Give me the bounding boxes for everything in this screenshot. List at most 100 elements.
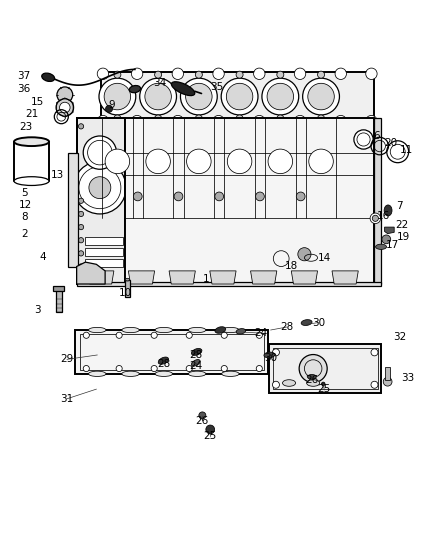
Circle shape xyxy=(296,192,305,201)
Circle shape xyxy=(174,192,183,201)
Bar xyxy=(85,259,123,266)
Ellipse shape xyxy=(188,327,206,333)
Circle shape xyxy=(60,102,70,113)
Text: 28: 28 xyxy=(157,359,170,369)
Circle shape xyxy=(371,381,378,388)
Circle shape xyxy=(318,71,325,78)
Text: 25: 25 xyxy=(204,431,217,441)
Text: 28: 28 xyxy=(281,322,294,332)
Ellipse shape xyxy=(236,329,246,334)
Ellipse shape xyxy=(129,85,141,93)
Ellipse shape xyxy=(215,327,226,333)
Text: 26: 26 xyxy=(305,375,318,385)
Bar xyxy=(85,237,123,245)
Bar xyxy=(53,286,64,290)
Circle shape xyxy=(155,115,162,122)
Ellipse shape xyxy=(384,205,392,216)
Circle shape xyxy=(213,68,224,79)
Bar xyxy=(75,330,268,374)
Circle shape xyxy=(294,115,306,127)
Polygon shape xyxy=(101,71,374,122)
Circle shape xyxy=(318,115,325,122)
Circle shape xyxy=(151,332,157,338)
Polygon shape xyxy=(77,262,105,284)
Text: 5: 5 xyxy=(21,188,28,198)
Ellipse shape xyxy=(155,327,173,333)
Circle shape xyxy=(372,215,378,221)
Circle shape xyxy=(106,106,113,112)
Circle shape xyxy=(383,377,392,386)
Circle shape xyxy=(256,332,262,338)
Circle shape xyxy=(371,349,378,356)
Text: 16: 16 xyxy=(377,211,390,221)
Circle shape xyxy=(131,68,143,79)
Bar xyxy=(85,248,123,255)
Text: 12: 12 xyxy=(18,200,32,210)
Circle shape xyxy=(335,68,346,79)
Circle shape xyxy=(151,366,157,372)
Text: 2: 2 xyxy=(21,229,28,239)
Circle shape xyxy=(131,115,143,127)
Circle shape xyxy=(57,87,73,103)
Circle shape xyxy=(221,366,227,372)
Circle shape xyxy=(366,68,377,79)
Ellipse shape xyxy=(307,379,320,386)
Circle shape xyxy=(254,68,265,79)
Circle shape xyxy=(105,149,130,174)
Text: 35: 35 xyxy=(210,82,223,92)
Circle shape xyxy=(78,124,84,129)
Circle shape xyxy=(83,366,89,372)
Circle shape xyxy=(83,332,89,338)
Ellipse shape xyxy=(191,349,202,356)
Circle shape xyxy=(104,83,131,110)
Circle shape xyxy=(221,332,227,338)
Text: 36: 36 xyxy=(18,84,31,94)
Circle shape xyxy=(236,71,243,78)
Circle shape xyxy=(145,83,171,110)
Text: 25: 25 xyxy=(318,384,331,394)
Circle shape xyxy=(114,115,121,122)
Ellipse shape xyxy=(188,371,206,376)
Circle shape xyxy=(267,83,293,110)
Text: 11: 11 xyxy=(400,146,413,156)
Ellipse shape xyxy=(222,327,239,333)
Circle shape xyxy=(78,264,84,269)
Ellipse shape xyxy=(191,360,200,366)
Text: 14: 14 xyxy=(318,253,331,263)
Circle shape xyxy=(366,115,377,127)
Text: 22: 22 xyxy=(395,220,408,230)
Circle shape xyxy=(206,425,215,434)
Circle shape xyxy=(277,115,284,122)
Ellipse shape xyxy=(42,73,55,82)
Circle shape xyxy=(215,192,224,201)
Polygon shape xyxy=(210,271,236,284)
Text: 32: 32 xyxy=(393,332,406,342)
Text: 7: 7 xyxy=(396,201,403,211)
Circle shape xyxy=(172,68,184,79)
Circle shape xyxy=(116,332,122,338)
Circle shape xyxy=(382,235,391,244)
Ellipse shape xyxy=(307,375,316,379)
Ellipse shape xyxy=(155,371,173,376)
Circle shape xyxy=(213,115,224,127)
Text: 21: 21 xyxy=(25,109,39,119)
Text: 6: 6 xyxy=(373,131,380,141)
Text: 10: 10 xyxy=(119,288,132,298)
Text: 1: 1 xyxy=(202,274,209,284)
Circle shape xyxy=(294,68,306,79)
Circle shape xyxy=(78,251,84,256)
Text: 34: 34 xyxy=(153,78,166,88)
Polygon shape xyxy=(77,282,381,286)
Circle shape xyxy=(370,213,381,223)
Circle shape xyxy=(172,115,184,127)
Ellipse shape xyxy=(283,379,296,386)
Circle shape xyxy=(236,115,243,122)
Circle shape xyxy=(254,115,265,127)
Bar xyxy=(56,288,62,312)
Polygon shape xyxy=(125,118,374,284)
Ellipse shape xyxy=(125,278,130,281)
Circle shape xyxy=(268,149,293,174)
Circle shape xyxy=(299,354,327,383)
Circle shape xyxy=(298,248,311,261)
Polygon shape xyxy=(385,227,394,233)
